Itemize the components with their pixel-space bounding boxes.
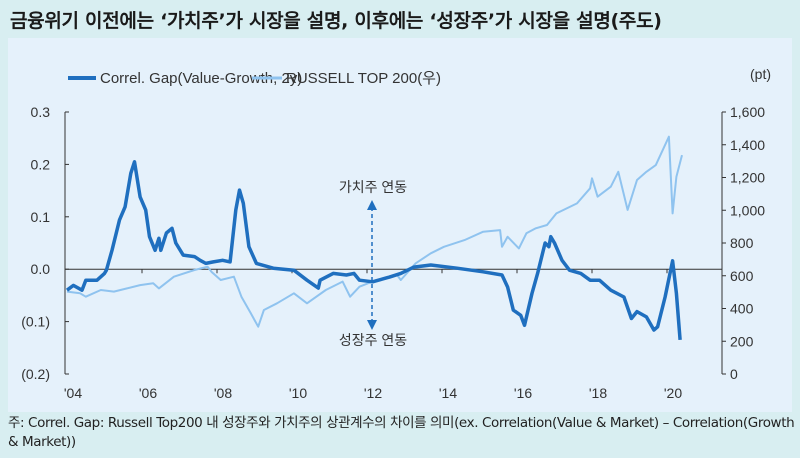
x-tick-label: '18: [589, 385, 607, 401]
legend: Correl. Gap(Value-Growth, 2y) RUSSELL TO…: [68, 66, 771, 87]
x-tick-label: '20: [664, 385, 682, 401]
annotation-growth-linked: 성장주 연동: [339, 332, 407, 348]
right-tick-label: 0: [730, 366, 738, 382]
legend-label-russell: RUSSELL TOP 200(우): [286, 70, 441, 87]
right-tick-label: 400: [730, 301, 754, 317]
left-tick-label: 0.2: [31, 156, 51, 172]
x-tick-label: '04: [64, 385, 82, 401]
axes: 0.3 0.2 0.1 0.0 (0.1) (0.2) 1,600 1,400 1,200 1,0…: [21, 104, 765, 401]
series-correl-gap: [65, 160, 682, 341]
arrow-up-head: [367, 200, 377, 210]
x-tick-label: '12: [364, 385, 382, 401]
right-tick-label: 200: [730, 333, 754, 349]
legend-label-gap: Correl. Gap(Value-Growth, 2y): [100, 70, 302, 87]
arrow-down-head: [367, 320, 377, 330]
right-tick-label: 1,400: [730, 137, 765, 153]
annotation: 가치주 연동 성장주 연동: [339, 179, 407, 348]
x-tick-label: '08: [214, 385, 232, 401]
right-tick-label: 800: [730, 235, 754, 251]
left-tick-label: 0.3: [31, 104, 51, 120]
right-tick-label: 600: [730, 268, 754, 284]
chart-title: 금융위기 이전에는 ‘가치주’가 시장을 설명, 이후에는 ‘성장주’가 시장을…: [10, 10, 662, 32]
footnote: 주: Correl. Gap: Russell Top200 내 성장주와 가치…: [8, 415, 795, 450]
left-tick-label: (0.2): [21, 366, 50, 382]
right-axis-unit: (pt): [750, 66, 771, 82]
series-group: [65, 135, 683, 341]
right-tick-label: 1,600: [730, 104, 765, 120]
left-tick-label: 0.1: [31, 209, 51, 225]
series-russell-top200: [66, 135, 683, 328]
left-tick-label: (0.1): [21, 314, 50, 330]
chart-panel: [8, 38, 792, 412]
x-tick-label: '06: [139, 385, 157, 401]
left-tick-label: 0.0: [31, 261, 51, 277]
x-tick-label: '10: [289, 385, 307, 401]
x-tick-label: '14: [439, 385, 457, 401]
x-tick-label: '16: [514, 385, 532, 401]
right-tick-label: 1,200: [730, 170, 765, 186]
right-tick-label: 1,000: [730, 202, 765, 218]
annotation-value-linked: 가치주 연동: [339, 179, 407, 195]
